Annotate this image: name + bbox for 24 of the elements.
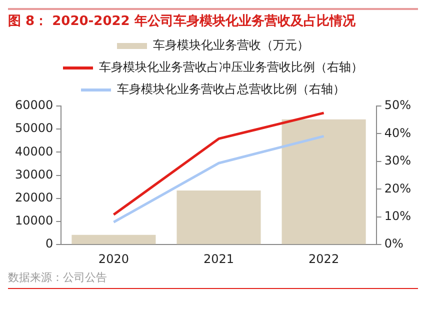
bar [282,119,366,244]
x-tick-label: 2021 [203,252,234,266]
chart-title: 图 8： 2020-2022 年公司车身模块化业务营收及占比情况 [8,8,418,30]
x-tick-label: 2022 [308,252,340,266]
y2-tick-label: 20% [384,181,411,196]
y-tick-label: 0 [46,236,54,251]
x-tick-label: 2020 [98,252,129,266]
bar [72,234,156,244]
y2-tick-label: 10% [384,209,411,224]
y2-tick-label: 0% [384,236,404,251]
y-tick-label: 40000 [14,144,54,158]
y-tick-label: 60000 [14,98,54,112]
y-tick-label: 10000 [14,214,54,228]
y2-tick-label: 40% [384,126,411,140]
y-tick-label: 50000 [14,121,54,136]
legend-label: 车身模块化业务营收占冲压业务营收比例（右轴） [99,60,363,74]
y-tick-label: 20000 [14,190,54,205]
y-tick-label: 30000 [14,167,54,182]
legend-label: 车身模块化业务营收占总营收比例（右轴） [117,82,345,96]
y2-tick-label: 50% [384,98,411,112]
bar [176,190,261,244]
legend-label: 车身模块化业务营收（万元） [153,38,309,52]
y2-tick-label: 30% [384,154,411,168]
source-note: 数据来源：公司公告 [8,270,108,285]
